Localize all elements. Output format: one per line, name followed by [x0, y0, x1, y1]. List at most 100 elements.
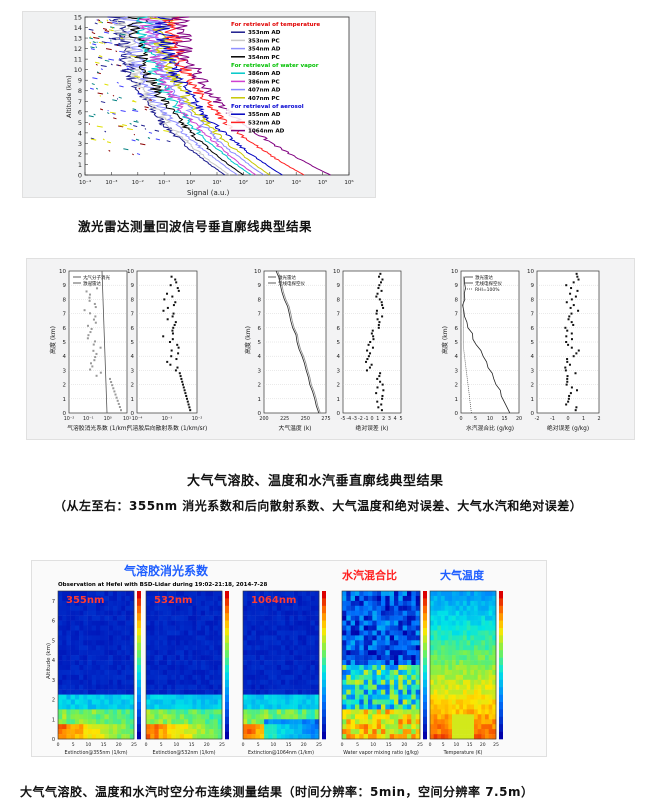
heatmap-cell [171, 625, 176, 631]
heatmap-cell [346, 665, 351, 671]
signal-noise-mark [106, 19, 109, 22]
heatmap-cell [376, 645, 382, 651]
heatmap-cell [433, 660, 438, 666]
heatmap-cell [398, 610, 403, 616]
colorbar-segment [137, 702, 141, 710]
heatmap-cell [179, 665, 185, 671]
heatmap-cell [385, 620, 390, 626]
heatmap-cell [209, 684, 214, 690]
heatmap-cell [243, 615, 248, 621]
heatmap-cell [104, 724, 109, 730]
heatmap-cell [297, 591, 303, 597]
y-tick-label: 6 [52, 619, 55, 625]
heatmap-cell [167, 615, 172, 621]
heatmap-cell [74, 630, 80, 636]
heatmap-cell [154, 630, 159, 636]
heatmap-cell [346, 689, 351, 695]
heatmap-cell [376, 679, 382, 685]
y-tick-label: 10 [527, 269, 534, 275]
heatmap-cell [430, 655, 434, 661]
heatmap-cell [485, 679, 489, 685]
heatmap-cell [58, 655, 63, 661]
heatmap-cell [437, 734, 442, 740]
heatmap-cell [289, 669, 294, 676]
heatmap-cell [62, 600, 67, 607]
backscatter-point [170, 275, 173, 278]
heatmap-cell [146, 724, 151, 730]
extinction-point [89, 312, 92, 315]
heatmap-cell [407, 674, 412, 681]
signal-noise-mark [136, 120, 138, 122]
heatmap-cell [100, 674, 105, 681]
x-tick-label: 5 [356, 742, 359, 748]
heatmap-cell [485, 640, 489, 646]
heatmap-cell [104, 674, 109, 681]
colorbar-segment [137, 694, 141, 703]
heatmap-cell [459, 630, 464, 636]
heatmap-cell [62, 689, 67, 695]
x-tick-label: 0 [459, 416, 462, 422]
heatmap-cell [272, 684, 278, 690]
heatmap-cell [209, 724, 214, 730]
heatmap-cell [466, 674, 471, 681]
heatmap-cell [455, 660, 460, 666]
heatmap-cell [150, 635, 155, 641]
heatmap-cell [272, 714, 278, 720]
heatmap-cell [188, 600, 193, 607]
backscatter-point [175, 358, 178, 361]
heatmap-cell [276, 729, 282, 735]
heatmap-cell [146, 719, 151, 725]
heatmap-cell [485, 704, 489, 710]
heatmap-cell [96, 630, 101, 636]
vapor-error-point [569, 306, 572, 309]
y-tick-label: 6 [63, 326, 67, 332]
heatmap-cell [297, 645, 303, 651]
backscatter-point [168, 341, 171, 343]
heatmap-cell [459, 615, 464, 621]
heatmap-cell [342, 689, 347, 695]
heatmap-cell [125, 605, 131, 611]
heatmap-cell [481, 640, 486, 646]
heatmap-cell [381, 724, 386, 730]
heatmap-cell [117, 640, 122, 646]
heatmap-cell [162, 595, 168, 602]
heatmap-cell [192, 635, 197, 641]
heatmap-cell [389, 679, 395, 685]
heatmap-cell [285, 625, 290, 631]
heatmap-cell [470, 645, 475, 651]
heatmap-cell [444, 674, 449, 681]
heatmap-cell [100, 665, 105, 671]
heatmap-cell [463, 679, 467, 685]
temperature-error-point [377, 323, 380, 326]
heatmap-cell [200, 620, 206, 626]
heatmap-cell [289, 665, 294, 671]
heatmap-cell [121, 620, 126, 626]
heatmap-cell [171, 694, 176, 700]
heatmap-cell [463, 660, 467, 666]
heatmap-cell [381, 709, 386, 715]
heatmap-cell [74, 709, 80, 715]
heatmap-cell [485, 595, 489, 602]
heatmap-cell [385, 615, 390, 621]
heatmap-cell [437, 635, 442, 641]
backscatter-point [163, 298, 166, 301]
heatmap-cell [217, 704, 223, 710]
backscatter-point [180, 377, 183, 380]
heatmap-cell [96, 734, 101, 740]
heatmap-cell [87, 724, 93, 730]
heatmap-cell [437, 591, 442, 597]
extinction-point [110, 381, 113, 384]
heatmap-cell [184, 665, 189, 671]
colorbar-segment [423, 657, 427, 666]
heatmap-cell [481, 591, 486, 597]
heatmap-cell [314, 605, 320, 611]
heatmap-cell [402, 689, 408, 695]
heatmap-cell [74, 674, 80, 681]
heatmap-cell [372, 729, 377, 735]
heatmap-cell [477, 635, 482, 641]
heatmap-cell [205, 674, 210, 681]
heatmap-cell [455, 734, 460, 740]
heatmap-cell [108, 734, 114, 740]
signal-noise-mark [96, 19, 99, 21]
heatmap-cell [474, 704, 478, 710]
